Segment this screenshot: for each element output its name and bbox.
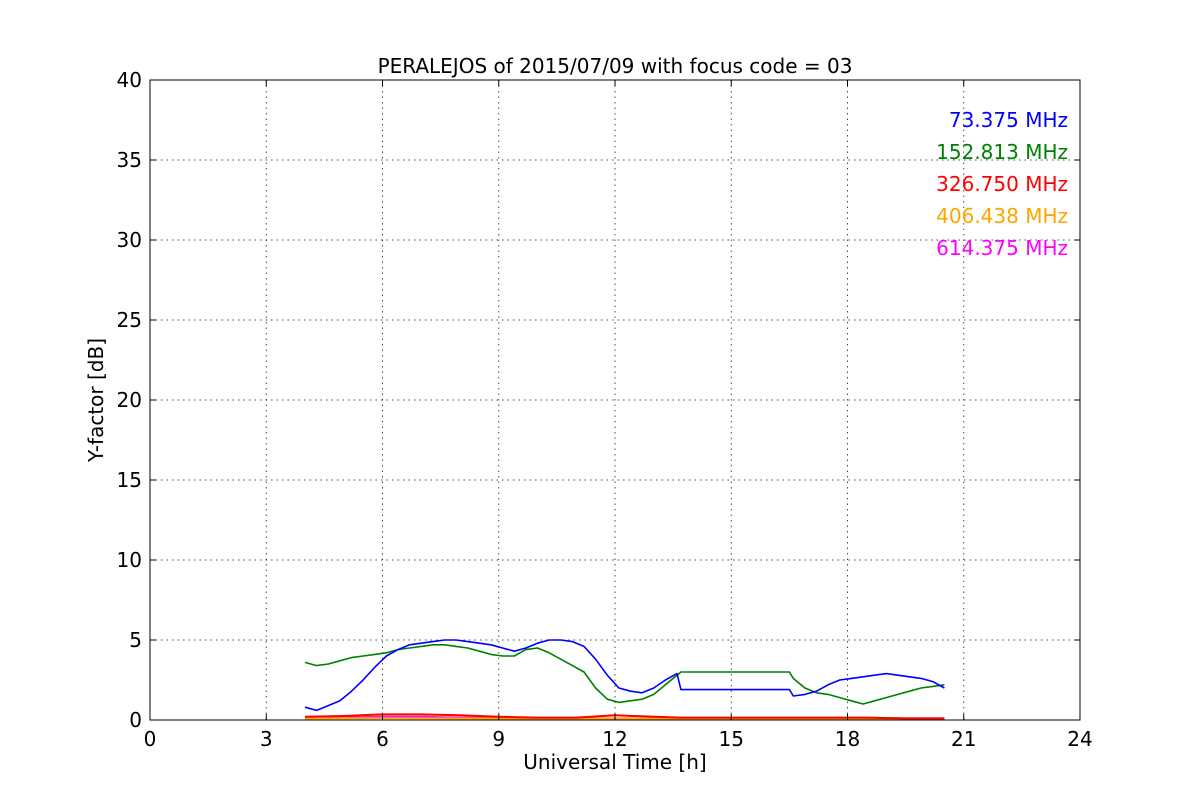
y-tick-label: 5	[129, 628, 142, 652]
x-axis-label: Universal Time [h]	[523, 750, 706, 774]
legend-entry: 406.438 MHz	[936, 204, 1068, 228]
axis-ticks: 0 3 6 9 12 15 18 21 24 0 5 10 15 20 25 30 35 40	[117, 68, 1093, 751]
legend: 73.375 MHz 152.813 MHz 326.750 MHz 406.438 …	[936, 108, 1068, 260]
y-tick-label: 25	[117, 308, 142, 332]
x-tick-label: 9	[492, 727, 505, 751]
x-tick-label: 3	[260, 727, 273, 751]
series-line-152-813-mhz	[304, 643, 945, 705]
x-tick-label: 6	[376, 727, 389, 751]
legend-entry: 152.813 MHz	[936, 140, 1068, 164]
y-axis-label: Y-factor [dB]	[84, 338, 108, 463]
y-tick-label: 40	[117, 68, 142, 92]
legend-entry: 614.375 MHz	[936, 236, 1068, 260]
y-tick-label: 0	[129, 708, 142, 732]
series-layer	[304, 639, 945, 720]
x-tick-label: 12	[602, 727, 627, 751]
y-tick-label: 35	[117, 148, 142, 172]
chart-title: PERALEJOS of 2015/07/09 with focus code …	[378, 54, 853, 78]
x-tick-label: 18	[835, 727, 860, 751]
y-tick-label: 15	[117, 468, 142, 492]
series-line-73-375-mhz	[304, 639, 945, 712]
x-tick-label: 24	[1067, 727, 1092, 751]
x-tick-label: 15	[719, 727, 744, 751]
legend-entry: 326.750 MHz	[936, 172, 1068, 196]
grid-lines	[150, 80, 1080, 720]
x-tick-label: 21	[951, 727, 976, 751]
y-tick-label: 20	[117, 388, 142, 412]
y-tick-label: 10	[117, 548, 142, 572]
y-tick-label: 30	[117, 228, 142, 252]
x-tick-label: 0	[144, 727, 157, 751]
legend-entry: 73.375 MHz	[949, 108, 1068, 132]
